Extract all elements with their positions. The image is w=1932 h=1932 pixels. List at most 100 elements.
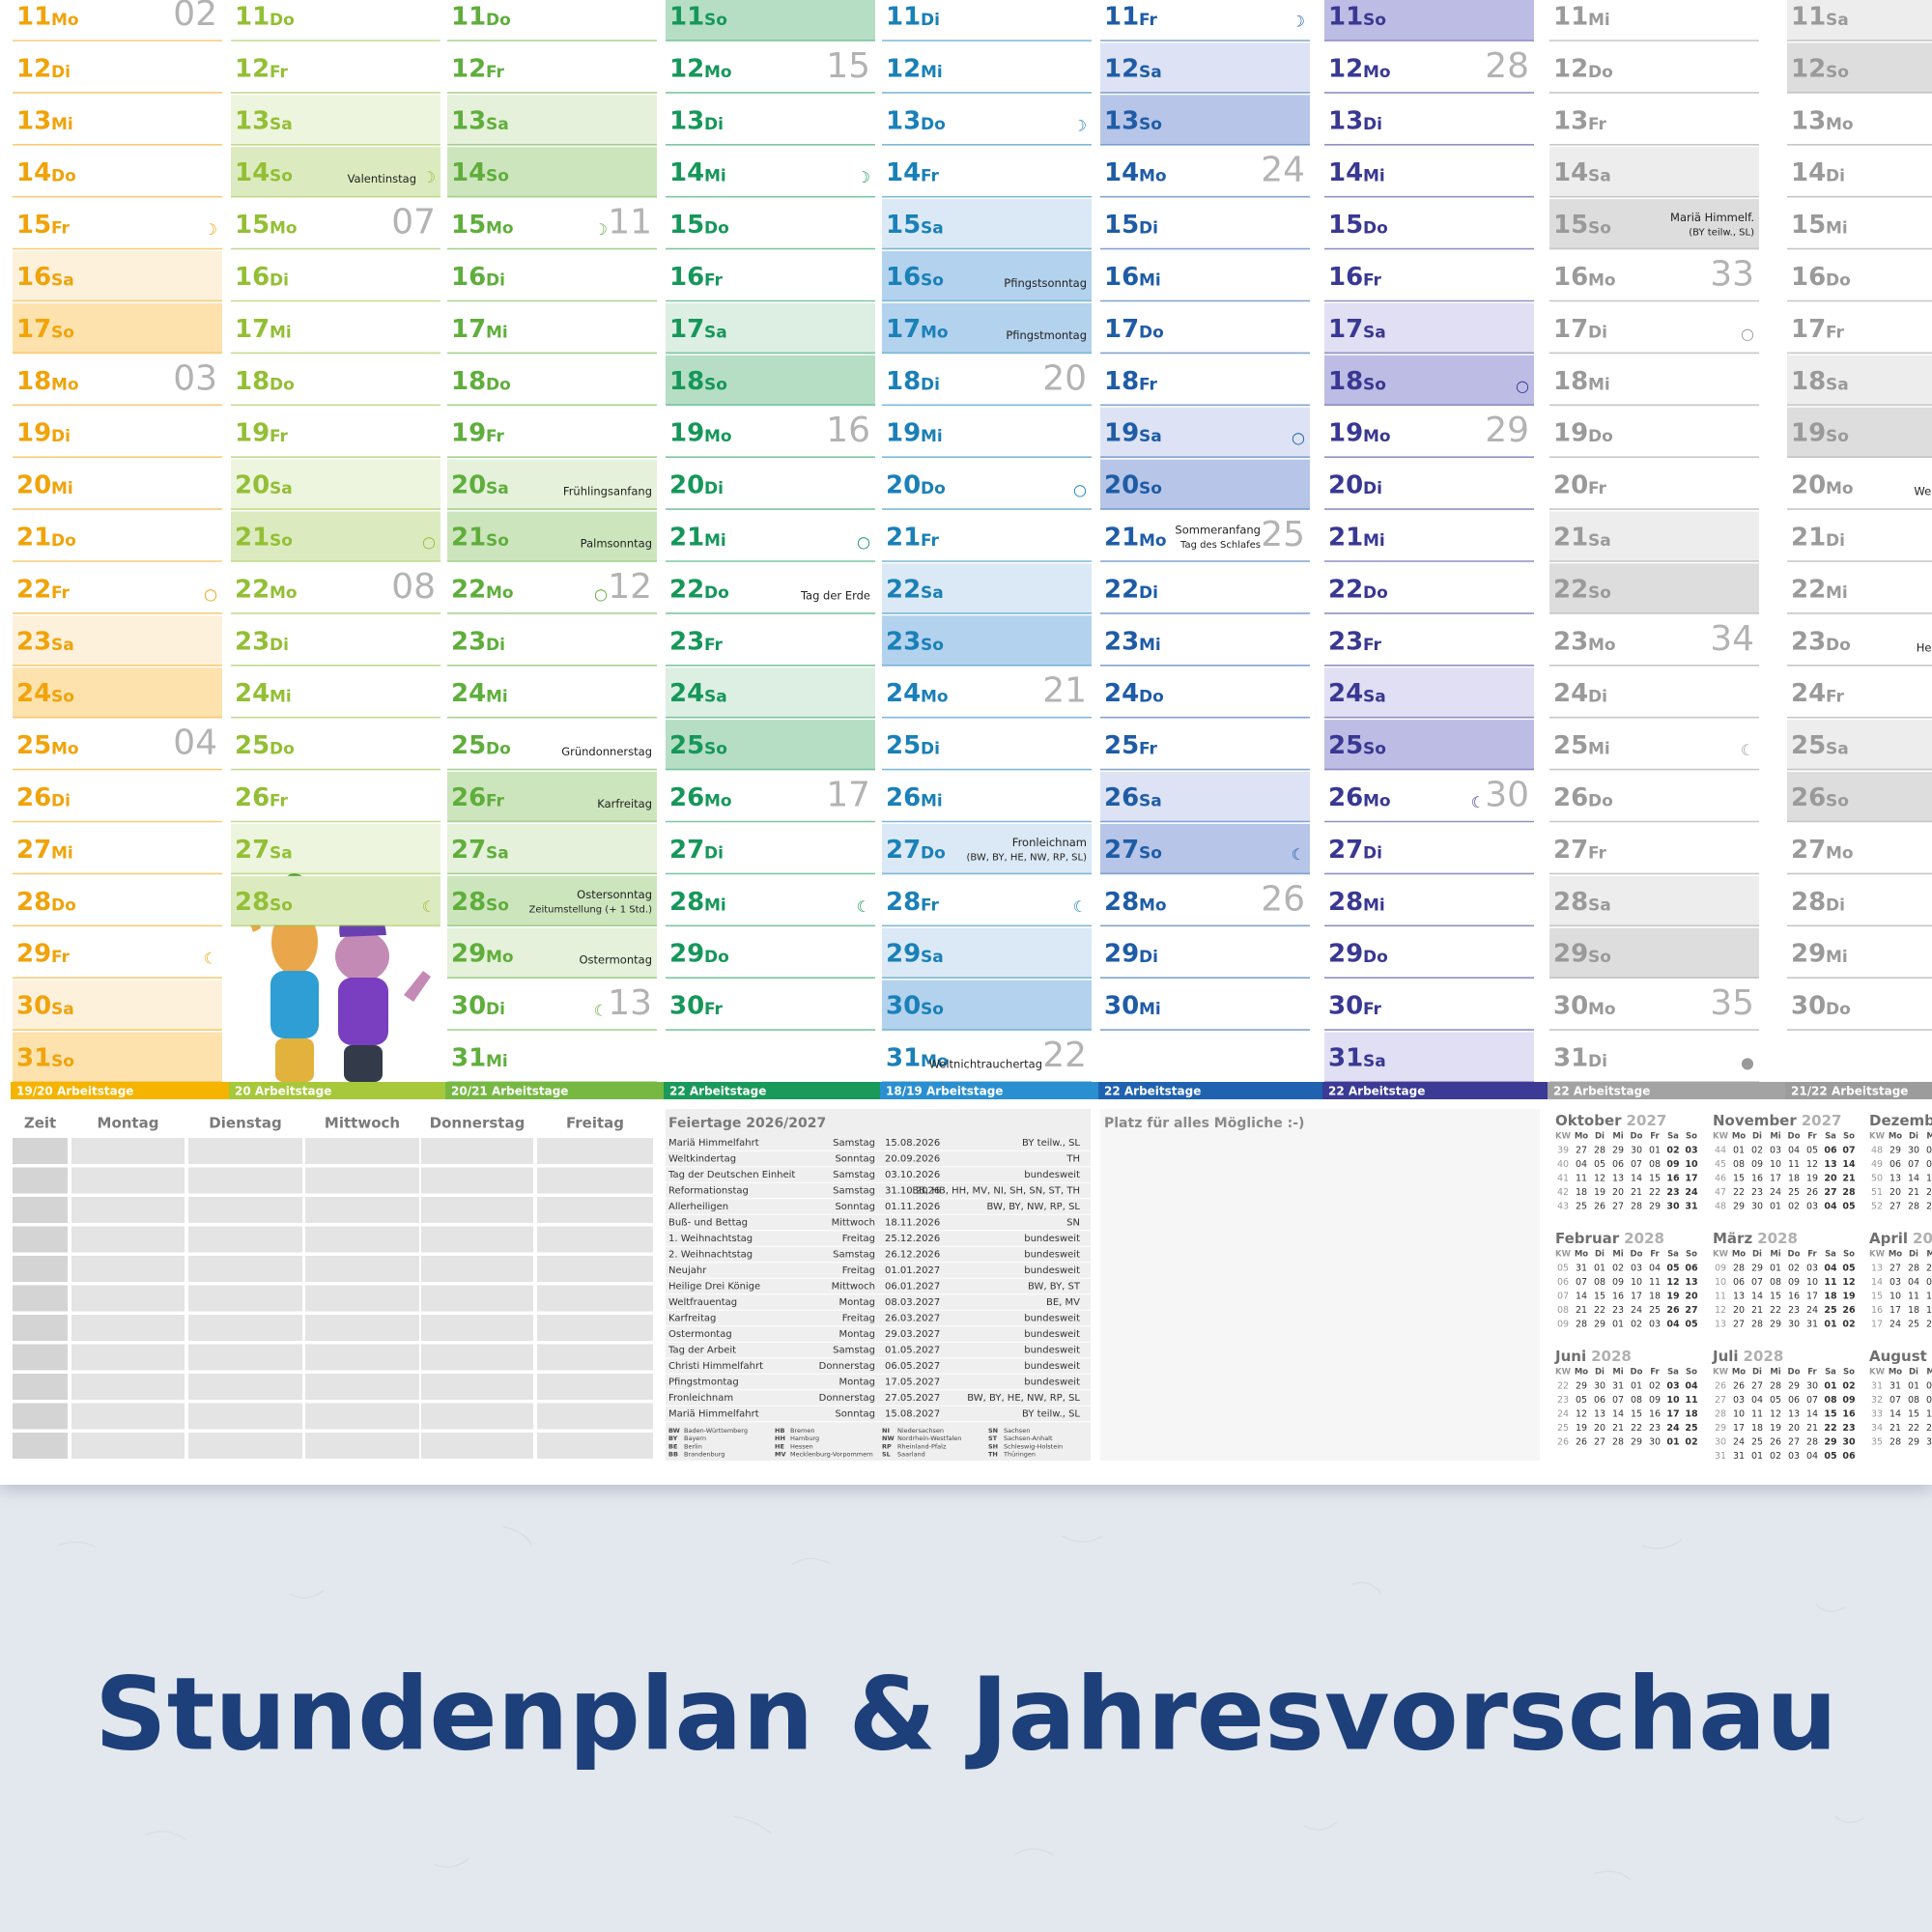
minical-head: Mo <box>1575 1250 1588 1260</box>
weekday: Di <box>1139 583 1158 603</box>
minical-day: 01 <box>1770 1202 1781 1212</box>
minical-head: KW <box>1869 1368 1886 1378</box>
day-number: 13 <box>669 106 704 135</box>
minical-day: 24 <box>1733 1437 1745 1448</box>
day-note: Pfingstmontag <box>1006 328 1087 342</box>
weekday: Di <box>921 11 940 30</box>
day-note: Pfingstsonntag <box>1004 276 1087 290</box>
day-number: 26 <box>16 783 51 812</box>
minical-head: Fr <box>1650 1250 1660 1260</box>
day-number: 28 <box>1553 888 1588 917</box>
holiday-region: bundesweit <box>1024 1250 1080 1261</box>
minical-day: 25 <box>1751 1437 1763 1448</box>
timetable-cell <box>13 1344 68 1371</box>
weekday: Do <box>1363 219 1388 239</box>
weekday: So <box>270 531 293 551</box>
moon-phase: ☽ <box>1292 13 1305 31</box>
minical-day: 30 <box>1908 1146 1919 1156</box>
holiday-region: bundesweit <box>1024 1361 1080 1372</box>
weekday: Sa <box>1826 375 1849 394</box>
weekday: Fr <box>1139 11 1158 30</box>
day-number: 24 <box>1328 679 1363 708</box>
weekday: Mi <box>1363 531 1385 551</box>
minical-day: 18 <box>1685 1409 1698 1420</box>
minical-day: 04 <box>1824 1264 1837 1274</box>
minical-day: 04 <box>1751 1395 1763 1406</box>
timetable-cell <box>71 1315 185 1341</box>
weekend-cell <box>882 302 1092 353</box>
day-number: 22 <box>16 575 51 604</box>
timetable-cell <box>305 1344 419 1371</box>
holiday-date: 01.11.2026 <box>885 1202 940 1212</box>
minical-day: 03 <box>1806 1202 1818 1212</box>
minical-day: 48 <box>1715 1202 1726 1212</box>
day-number: 25 <box>235 731 270 760</box>
minical-day: 02 <box>1842 1381 1855 1392</box>
day-number: 19 <box>1104 419 1139 448</box>
day-number: 13 <box>451 106 486 135</box>
weekday: Mi <box>51 843 73 863</box>
weekday: Mi <box>1826 219 1848 239</box>
weekend-cell <box>231 875 440 925</box>
minical-day: 04 <box>1806 1451 1818 1462</box>
timetable-cell <box>305 1167 419 1194</box>
weekday: So <box>921 1000 944 1019</box>
minical-day: 27 <box>1612 1202 1624 1212</box>
minical-day: 08 <box>1631 1395 1642 1406</box>
day-number: 15 <box>1328 211 1363 240</box>
day-number: 12 <box>235 54 270 83</box>
minical-head: Mi <box>1770 1132 1780 1142</box>
weekend-cell <box>447 772 657 821</box>
weekday: Fr <box>1363 636 1382 655</box>
timetable-cell <box>421 1138 533 1164</box>
minical-day: 06 <box>1889 1159 1901 1170</box>
minical-day: 29 <box>1889 1146 1901 1156</box>
minical-month: November <box>1713 1112 1797 1129</box>
minical-day: 01 <box>1824 1320 1836 1330</box>
minical-day: 28 <box>1631 1202 1642 1212</box>
weekday: Do <box>1363 948 1388 967</box>
weekday: Di <box>921 740 940 759</box>
weekday: Di <box>51 792 71 811</box>
minical-head: Di <box>1752 1132 1762 1142</box>
minical-day: 11 <box>1649 1277 1661 1288</box>
minical-day: 08 <box>1908 1395 1919 1406</box>
holiday-region: bundesweit <box>1024 1378 1080 1388</box>
minical-day: 19 <box>1842 1292 1855 1302</box>
day-number: 30 <box>669 992 704 1021</box>
calendar-week: 12 <box>608 567 652 607</box>
minical-day: 12 <box>1715 1305 1726 1316</box>
minical-head: Do <box>1788 1250 1801 1260</box>
day-number: 11 <box>669 3 704 32</box>
minical-day: 06 <box>1557 1277 1569 1288</box>
minical-day: 21 <box>1889 1423 1901 1434</box>
minical-day: 18 <box>1751 1423 1763 1434</box>
day-number: 17 <box>1553 315 1588 344</box>
minical-day: 45 <box>1715 1159 1726 1170</box>
minical-day: 11 <box>1788 1159 1800 1170</box>
minical-day: 09 <box>1715 1264 1726 1274</box>
timetable-cell <box>188 1433 302 1459</box>
minical-day: 21 <box>1576 1305 1587 1316</box>
calendar-week: 26 <box>1261 879 1305 919</box>
minical-day: 08 <box>1733 1159 1745 1170</box>
minical-day: 26 <box>1576 1437 1587 1448</box>
weekend-cell <box>882 199 1092 249</box>
weekday: Do <box>921 115 946 134</box>
minical-day: 06 <box>1842 1451 1856 1462</box>
weekday: Do <box>51 167 76 186</box>
timetable-header: Montag <box>98 1115 159 1132</box>
timetable-cell <box>13 1285 68 1312</box>
day-number: 23 <box>669 627 704 656</box>
minical-head: So <box>1843 1368 1855 1378</box>
minical-day: 10 <box>1733 1409 1745 1420</box>
minical-day: 17 <box>1770 1174 1781 1184</box>
weekday: Do <box>704 583 729 603</box>
minical-day: 01 <box>1824 1381 1836 1392</box>
day-number: 18 <box>1104 367 1139 396</box>
minical-day: 31 <box>1576 1264 1587 1274</box>
minical-head: Sa <box>1667 1368 1679 1378</box>
minical-day: 10 <box>1889 1292 1901 1302</box>
day-number: 22 <box>1328 575 1363 604</box>
holiday-weekday: Samstag <box>833 1250 875 1261</box>
